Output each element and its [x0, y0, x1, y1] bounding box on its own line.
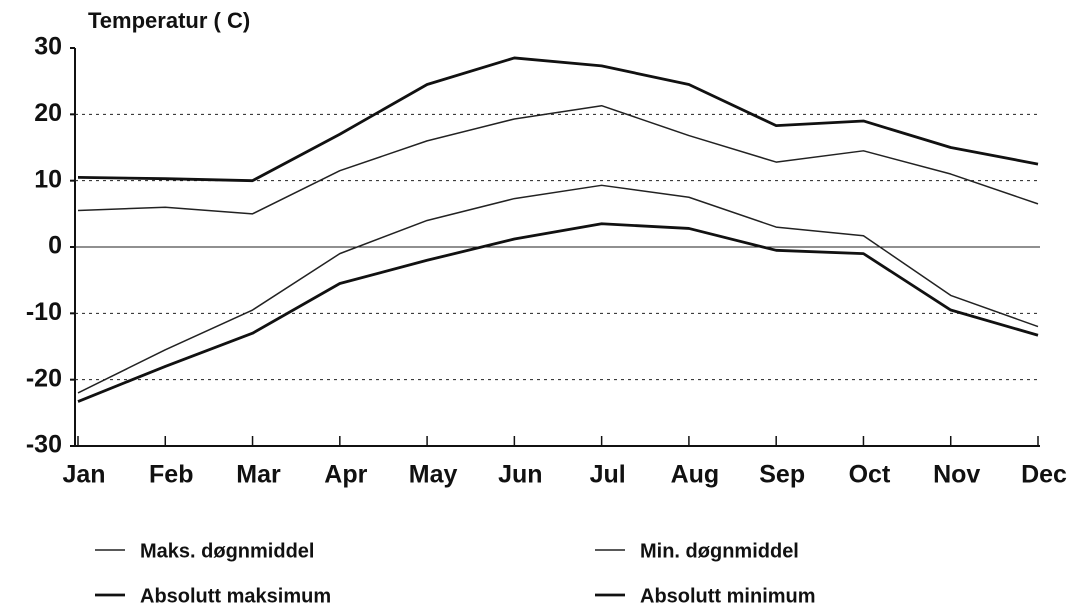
x-tick-label: Feb	[149, 461, 193, 489]
x-tick-label: Dec	[1021, 461, 1067, 489]
legend-label: Absolutt minimum	[640, 585, 816, 607]
line-series	[77, 184, 1039, 394]
y-tick-label: 0	[48, 232, 62, 260]
y-tick-label: -20	[26, 364, 62, 392]
y-tick-label: 10	[34, 165, 62, 193]
legend-label: Maks. døgnmiddel	[140, 540, 314, 562]
x-tick-label: Nov	[933, 461, 980, 489]
y-tick-label: -10	[26, 298, 62, 326]
chart-title: Temperatur ( C)	[88, 8, 250, 33]
line-series	[77, 222, 1039, 403]
x-tick-label: Jun	[498, 461, 542, 489]
line-series	[77, 56, 1039, 183]
x-tick-label: Jul	[590, 461, 626, 489]
legend-label: Min. døgnmiddel	[640, 540, 799, 562]
line-series	[77, 104, 1039, 215]
x-tick-label: May	[409, 461, 458, 489]
x-tick-label: Apr	[324, 461, 367, 489]
x-tick-label: Jan	[62, 461, 105, 489]
y-tick-label: 20	[34, 99, 62, 127]
x-tick-label: Aug	[671, 461, 720, 489]
x-tick-label: Oct	[849, 461, 891, 489]
legend-label: Absolutt maksimum	[140, 585, 331, 607]
x-tick-label: Sep	[759, 461, 805, 489]
y-tick-label: -30	[26, 431, 62, 459]
x-tick-label: Mar	[236, 461, 281, 489]
y-tick-label: 30	[34, 33, 62, 61]
